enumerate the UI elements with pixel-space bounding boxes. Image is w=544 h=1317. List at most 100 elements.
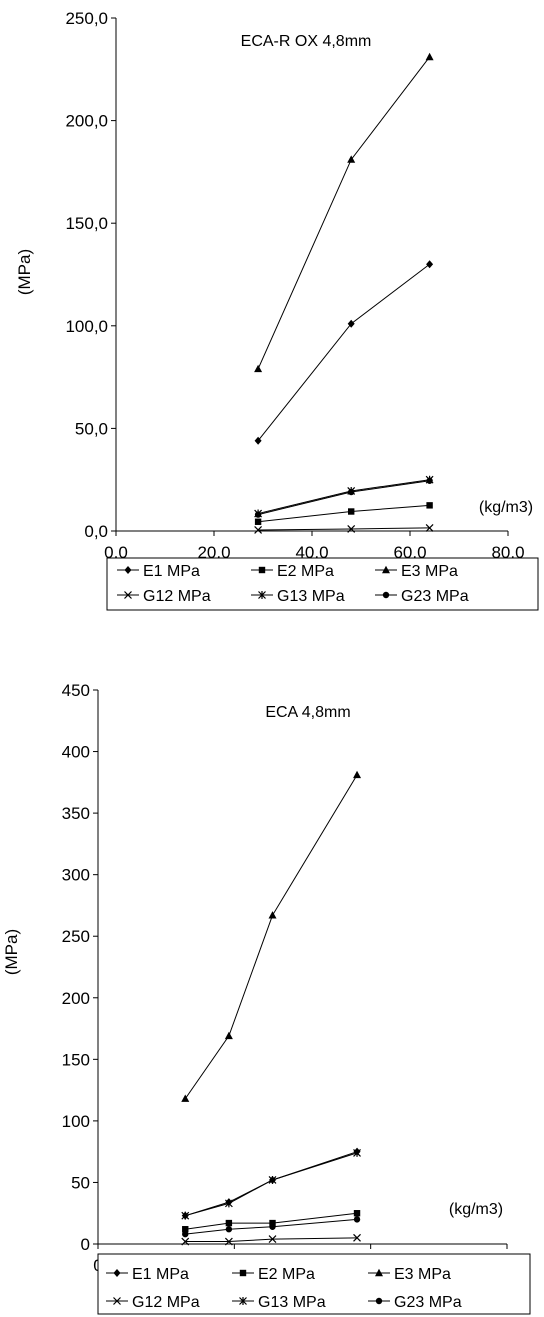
y-tick-label: 50 (71, 1173, 90, 1192)
series-line-e3-mpa (184, 774, 358, 1100)
data-point-g13-mpa (181, 1211, 190, 1220)
x-tick-label: 0,0 (104, 543, 128, 562)
y-tick-label: 100 (62, 1112, 90, 1131)
legend-box (97, 1253, 531, 1315)
data-point-e3-mpa (353, 770, 362, 779)
y-tick-label: 200,0 (65, 112, 108, 131)
legend-marker (375, 1268, 383, 1277)
legend-label: E3 MPa (401, 563, 458, 580)
data-point-e3-mpa (347, 155, 356, 163)
data-point-g23-mpa (269, 1223, 276, 1230)
legend-marker (382, 565, 390, 574)
data-point-e2-mpa (225, 1219, 233, 1227)
legend-label: G23 MPa (394, 1294, 462, 1311)
data-point-g23-mpa (182, 1230, 189, 1238)
y-axis-label: (MPa) (15, 249, 34, 295)
data-point-e1-mpa (426, 260, 434, 269)
legend-label: E3 MPa (394, 1266, 451, 1283)
legend-label: E1 MPa (132, 1266, 189, 1283)
legend-marker (113, 1297, 121, 1305)
legend-label: G13 MPa (277, 588, 345, 605)
data-point-g23-mpa (426, 477, 433, 484)
legend-label: G12 MPa (143, 588, 211, 605)
data-point-g23-mpa (225, 1226, 233, 1233)
data-point-e2-mpa (182, 1226, 189, 1233)
y-tick-label: 50,0 (75, 419, 108, 438)
y-tick-label: 250,0 (65, 9, 108, 28)
series-line-g12-mpa (185, 1237, 358, 1243)
y-tick-label: 450 (62, 681, 90, 700)
legend-marker (239, 1269, 247, 1277)
series-line-g23-mpa (257, 480, 430, 516)
data-point-e2-mpa (348, 508, 355, 515)
legend-marker (258, 591, 266, 599)
y-tick-label: 300 (62, 866, 90, 885)
series-line-e1-mpa (185, 1151, 358, 1217)
legend-label: E2 MPa (258, 1266, 315, 1283)
legend-marker (258, 566, 266, 574)
y-tick-label: 0,0 (84, 522, 108, 541)
series-line-g13-mpa (185, 1152, 358, 1217)
chart-title: ECA-R OX 4,8mm (241, 33, 372, 50)
data-point-g13-mpa (353, 1148, 361, 1157)
data-point-e1-mpa (254, 436, 262, 445)
legend-marker (124, 591, 132, 599)
legend-marker (239, 1297, 247, 1305)
x-axis-label: (kg/m3) (449, 1201, 503, 1218)
legend-label: G23 MPa (401, 588, 469, 605)
y-tick-label: 400 (62, 743, 90, 762)
series-line-e3-mpa (257, 56, 430, 370)
legend-label: G12 MPa (132, 1294, 200, 1311)
series-line-g12-mpa (258, 527, 430, 531)
legend-marker (113, 1269, 121, 1277)
legend-label: E2 MPa (277, 563, 334, 580)
data-point-g12-mpa (425, 523, 434, 532)
data-point-e2-mpa (353, 1210, 361, 1217)
x-axis-label: (kg/m3) (479, 499, 533, 516)
y-tick-label: 150,0 (65, 214, 108, 233)
data-point-g23-mpa (254, 511, 262, 518)
data-point-g12-mpa (254, 526, 263, 534)
legend-label: G13 MPa (258, 1294, 326, 1311)
data-point-g13-mpa (224, 1199, 233, 1208)
y-tick-label: 100,0 (65, 317, 108, 336)
data-point-g12-mpa (224, 1237, 233, 1246)
chart-eca: 050100150200250300350400450050100150ECA … (2, 681, 521, 1275)
series-line-g23-mpa (185, 1218, 358, 1235)
data-point-e3-mpa (425, 52, 434, 61)
y-tick-label: 0 (81, 1235, 90, 1254)
data-point-g13-mpa (268, 1175, 277, 1184)
legend-box (106, 557, 539, 611)
chart-title: ECA 4,8mm (265, 704, 350, 721)
data-point-e3-mpa (254, 364, 263, 373)
legend-marker (382, 591, 390, 599)
data-point-e3-mpa (224, 1031, 233, 1040)
y-axis-label: (MPa) (2, 929, 21, 975)
data-point-g12-mpa (347, 525, 356, 533)
x-tick-label: 40,0 (295, 543, 328, 562)
series-line-e2-mpa (185, 1212, 358, 1230)
data-point-e2-mpa (269, 1219, 276, 1227)
y-tick-label: 150 (62, 1050, 90, 1069)
data-point-e2-mpa (254, 518, 262, 525)
data-point-g12-mpa (268, 1235, 277, 1244)
data-point-g12-mpa (353, 1233, 361, 1242)
data-point-e3-mpa (268, 911, 277, 919)
legend-marker (124, 566, 132, 574)
data-point-g23-mpa (348, 488, 355, 496)
y-tick-label: 200 (62, 989, 90, 1008)
data-point-g23-mpa (353, 1216, 361, 1223)
legend-label: E1 MPa (143, 563, 200, 580)
legend-marker (375, 1297, 383, 1305)
y-tick-label: 350 (62, 804, 90, 823)
chart-eca-legend: E1 MPa E2 MPa E3 MPa G12 MPa G13 MPa G23 MPa (97, 1253, 531, 1315)
data-point-e1-mpa (347, 319, 355, 328)
x-tick-label: 20,0 (197, 543, 230, 562)
data-point-e2-mpa (426, 502, 433, 509)
x-tick-label: 80,0 (491, 543, 524, 562)
x-tick-label: 60,0 (393, 543, 426, 562)
y-tick-label: 250 (62, 927, 90, 946)
series-line-e1-mpa (257, 263, 430, 442)
data-point-g12-mpa (181, 1237, 190, 1246)
